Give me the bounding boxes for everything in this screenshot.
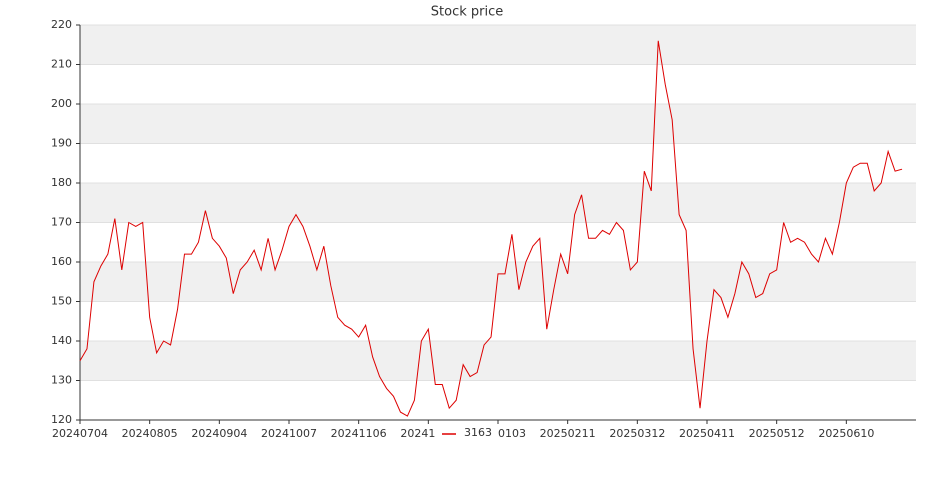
x-tick-label: 20250512 <box>749 427 805 440</box>
x-tick-label: 20250211 <box>540 427 596 440</box>
y-tick-label: 190 <box>51 137 72 150</box>
y-tick-label: 220 <box>51 18 72 31</box>
y-tick-label: 120 <box>51 413 72 426</box>
grid-band <box>80 25 916 65</box>
chart-title: Stock price <box>431 5 503 20</box>
grid-band <box>80 183 916 223</box>
x-tick-label: 20241007 <box>261 427 317 440</box>
y-tick-label: 170 <box>51 216 72 229</box>
x-tick-label: 20240904 <box>191 427 247 440</box>
x-tick-label: 20240704 <box>52 427 108 440</box>
y-tick-label: 180 <box>51 176 72 189</box>
y-tick-label: 200 <box>51 97 72 110</box>
y-tick-label: 150 <box>51 295 72 308</box>
grid-band <box>80 104 916 144</box>
line-series <box>79 40 903 417</box>
legend-box <box>436 424 498 442</box>
y-tick-label: 210 <box>51 58 72 71</box>
y-tick-label: 130 <box>51 374 72 387</box>
grid-band <box>80 341 916 381</box>
x-tick-label: 20241106 <box>331 427 387 440</box>
x-tick-label: 20240805 <box>122 427 178 440</box>
x-tick-label: 20250610 <box>818 427 874 440</box>
y-tick-label: 160 <box>51 255 72 268</box>
y-tick-label: 140 <box>51 334 72 347</box>
grid <box>80 25 916 381</box>
x-tick-label: 20250312 <box>609 427 665 440</box>
grid-band <box>80 262 916 302</box>
x-tick-label: 20250411 <box>679 427 735 440</box>
legend-label: 3163 <box>464 426 492 439</box>
